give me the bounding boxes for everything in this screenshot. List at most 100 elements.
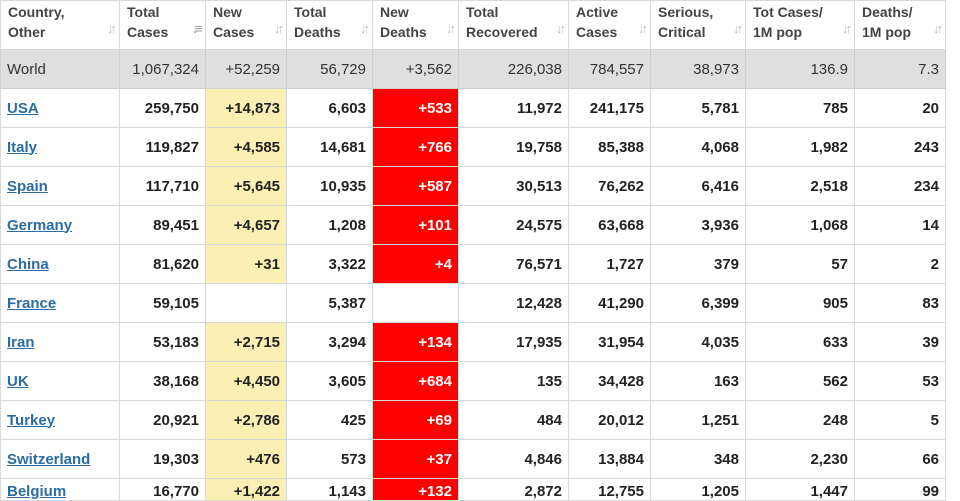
cell-total-deaths: 1,208 — [286, 205, 373, 245]
sort-arrows-icon[interactable]: ↓↑ — [446, 21, 456, 36]
cell-country: USA — [0, 88, 120, 128]
country-link[interactable]: Spain — [7, 177, 48, 195]
cell-new-cases: +31 — [205, 244, 287, 284]
cell-deaths-per-1m: 14 — [854, 205, 946, 245]
cell-total-cases: 19,303 — [119, 439, 206, 479]
cell-active-cases: 63,668 — [568, 205, 651, 245]
header-line-2: Deaths — [294, 24, 341, 40]
country-link[interactable]: France — [7, 294, 57, 312]
cell-total-recovered: 17,935 — [458, 322, 569, 362]
sort-descending-icon[interactable]: ↓≡ — [191, 21, 203, 36]
column-header-new-deaths[interactable]: New Deaths ↓↑ — [372, 0, 459, 50]
cell-country: Spain — [0, 166, 120, 206]
column-header-serious-critical[interactable]: Serious, Critical ↓↑ — [650, 0, 746, 50]
column-header-label: New Cases — [206, 1, 286, 42]
cell-deaths-per-1m: 66 — [854, 439, 946, 479]
cell-cases-per-1m: 57 — [745, 244, 855, 284]
column-header-new-cases[interactable]: New Cases ↓↑ — [205, 0, 287, 50]
cell-deaths-per-1m: 243 — [854, 127, 946, 167]
header-line-1: Total — [466, 4, 499, 20]
cell-total-recovered: 4,846 — [458, 439, 569, 479]
sort-arrows-icon[interactable]: ↓↑ — [638, 21, 648, 36]
cell-new-cases: +1,422 — [205, 478, 287, 501]
table-row: China 81,620 +31 3,322 +4 76,571 1,727 379 57 2 — [0, 244, 946, 284]
cell-cases-per-1m: 2,230 — [745, 439, 855, 479]
sort-arrows-icon[interactable]: ↓↑ — [842, 21, 852, 36]
cell-cases-per-1m: 1,447 — [745, 478, 855, 501]
country-link[interactable]: Belgium — [7, 483, 67, 500]
table-row: USA 259,750 +14,873 6,603 +533 11,972 241,175 5… — [0, 88, 946, 128]
header-line-1: Tot Cases/ — [753, 4, 823, 20]
cell-new-deaths: +134 — [372, 322, 459, 362]
cell-deaths-per-1m: 39 — [854, 322, 946, 362]
country-link[interactable]: Iran — [7, 333, 35, 351]
country-link[interactable]: Switzerland — [7, 450, 91, 468]
cell-total-cases: 53,183 — [119, 322, 206, 362]
country-link[interactable]: UK — [7, 372, 29, 390]
cell-active-cases: 12,755 — [568, 478, 651, 501]
column-header-cases-per-1m[interactable]: Tot Cases/1M pop ↓↑ — [745, 0, 855, 50]
header-line-2: Other — [8, 24, 46, 40]
cell-deaths-per-1m: 234 — [854, 166, 946, 206]
country-link[interactable]: USA — [7, 99, 39, 117]
country-link[interactable]: Italy — [7, 138, 38, 156]
column-header-label: Active Cases — [569, 1, 650, 42]
table-row: Iran 53,183 +2,715 3,294 +134 17,935 31,954 4,0… — [0, 322, 946, 362]
cell-new-cases — [205, 283, 287, 323]
cell-total-deaths: 10,935 — [286, 166, 373, 206]
cell-deaths-per-1m: 53 — [854, 361, 946, 401]
cell-active-cases: 20,012 — [568, 400, 651, 440]
country-link[interactable]: Germany — [7, 216, 73, 234]
cell-serious-critical: 6,416 — [650, 166, 746, 206]
cell-total-recovered: 19,758 — [458, 127, 569, 167]
column-header-total-deaths[interactable]: Total Deaths ↓↑ — [286, 0, 373, 50]
cell-total-deaths: 5,387 — [286, 283, 373, 323]
header-line-2: Cases — [576, 24, 618, 40]
cell-active-cases: 13,884 — [568, 439, 651, 479]
column-header-label: Total Cases — [120, 1, 205, 42]
world-total-cases: 1,067,324 — [119, 49, 206, 89]
cell-country: UK — [0, 361, 120, 401]
header-line-1: New — [380, 4, 409, 20]
cell-country: Iran — [0, 322, 120, 362]
country-link[interactable]: China — [7, 255, 49, 273]
cell-country: Turkey — [0, 400, 120, 440]
cell-cases-per-1m: 785 — [745, 88, 855, 128]
cell-total-recovered: 135 — [458, 361, 569, 401]
table-row: Germany 89,451 +4,657 1,208 +101 24,575 63,668… — [0, 205, 946, 245]
table-body: World 1,067,324 +52,259 56,729 +3,562 22… — [0, 49, 946, 501]
column-header-total-recovered[interactable]: Total Recovered ↓↑ — [458, 0, 569, 50]
world-serious-critical: 38,973 — [650, 49, 746, 89]
cell-total-deaths: 3,605 — [286, 361, 373, 401]
cell-cases-per-1m: 905 — [745, 283, 855, 323]
cell-new-cases: +4,450 — [205, 361, 287, 401]
sort-arrows-icon[interactable]: ↓↑ — [556, 21, 566, 36]
country-link[interactable]: Turkey — [7, 411, 56, 429]
sort-arrows-icon[interactable]: ↓↑ — [274, 21, 284, 36]
column-header-country[interactable]: Country, Other ↓↑ — [0, 0, 120, 50]
cell-total-recovered: 12,428 — [458, 283, 569, 323]
table-row: Spain 117,710 +5,645 10,935 +587 30,513 76,262… — [0, 166, 946, 206]
cell-total-recovered: 76,571 — [458, 244, 569, 284]
header-line-1: New — [213, 4, 242, 20]
cell-active-cases: 34,428 — [568, 361, 651, 401]
table-row: Italy 119,827 +4,585 14,681 +766 19,758 85,388… — [0, 127, 946, 167]
sort-arrows-icon[interactable]: ↓↑ — [107, 21, 117, 36]
cell-cases-per-1m: 562 — [745, 361, 855, 401]
sort-arrows-icon[interactable]: ↓↑ — [733, 21, 743, 36]
sort-arrows-icon[interactable]: ↓↑ — [360, 21, 370, 36]
header-line-2: Cases — [127, 24, 169, 40]
column-header-deaths-per-1m[interactable]: Deaths/1M pop ↓↑ — [854, 0, 946, 50]
column-header-active-cases[interactable]: Active Cases ↓↑ — [568, 0, 651, 50]
column-header-total-cases[interactable]: Total Cases ↓≡ — [119, 0, 206, 50]
header-line-1: Serious, — [658, 4, 714, 20]
cell-total-cases: 81,620 — [119, 244, 206, 284]
cell-new-cases: +2,786 — [205, 400, 287, 440]
cell-new-deaths: +101 — [372, 205, 459, 245]
cell-new-deaths — [372, 283, 459, 323]
cell-total-cases: 16,770 — [119, 478, 206, 501]
sort-arrows-icon[interactable]: ↓↑ — [933, 21, 943, 36]
cell-country: Belgium — [0, 478, 120, 501]
cell-serious-critical: 379 — [650, 244, 746, 284]
